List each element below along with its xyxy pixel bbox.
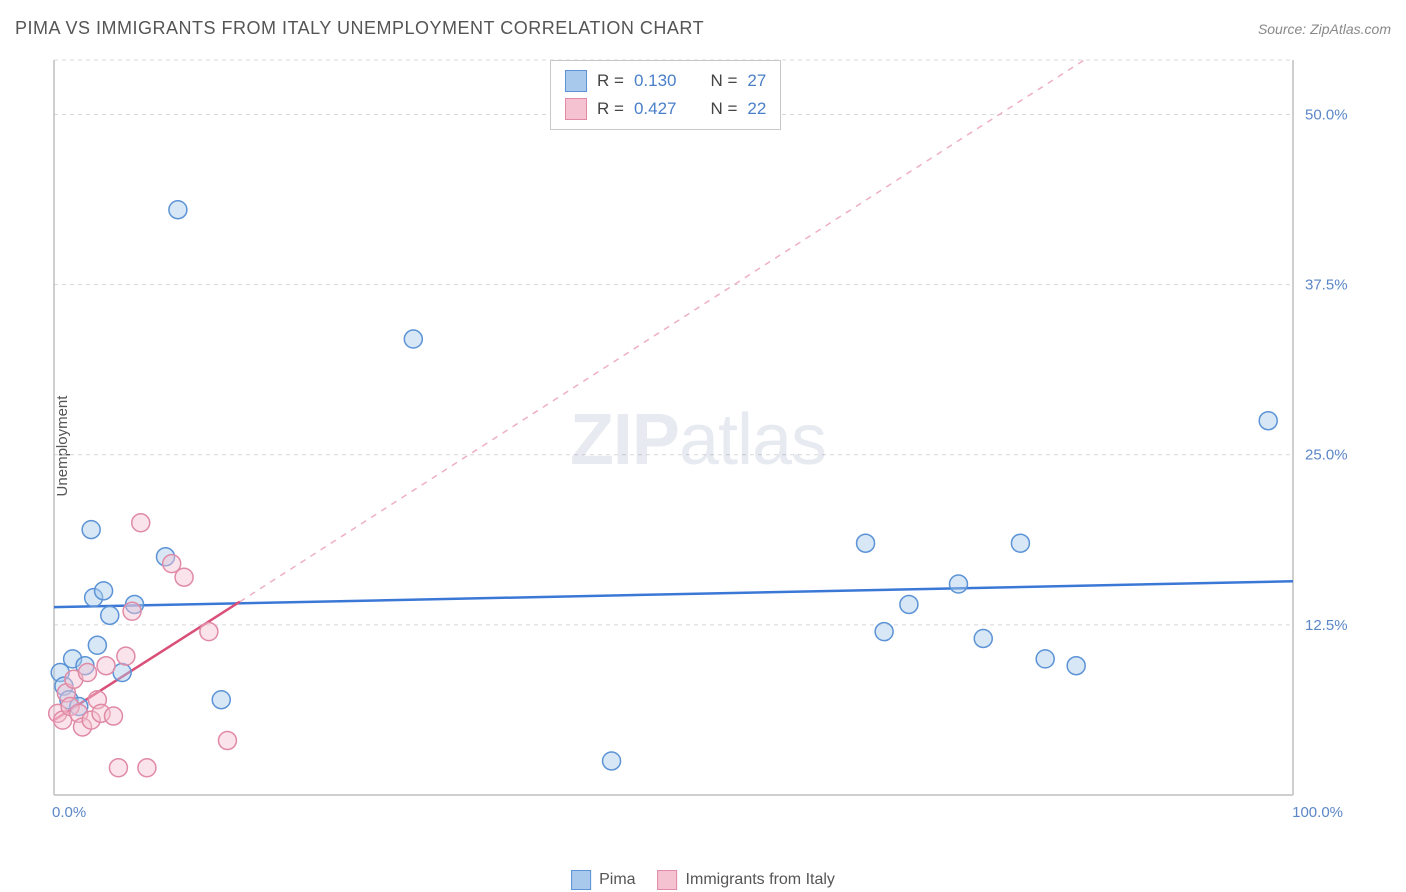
y-tick-label: 12.5% xyxy=(1305,617,1348,634)
scatter-point xyxy=(857,534,875,552)
correlation-legend-box: R = 0.130 N = 27 R = 0.427 N = 22 xyxy=(550,60,781,130)
legend-n-label: N = xyxy=(710,71,737,91)
scatter-point xyxy=(1036,650,1054,668)
legend-r-value: 0.427 xyxy=(634,99,677,119)
scatter-point xyxy=(218,732,236,750)
scatter-point xyxy=(169,201,187,219)
bottom-legend-label: Pima xyxy=(599,871,635,889)
scatter-point xyxy=(603,752,621,770)
x-tick-label: 0.0% xyxy=(52,804,86,821)
scatter-point xyxy=(212,691,230,709)
y-tick-label: 37.5% xyxy=(1305,277,1348,294)
y-tick-label: 25.0% xyxy=(1305,447,1348,464)
legend-row: R = 0.427 N = 22 xyxy=(565,95,766,123)
legend-swatch-icon xyxy=(565,98,587,120)
legend-n-value: 22 xyxy=(747,99,766,119)
scatter-point xyxy=(132,514,150,532)
scatter-point xyxy=(104,707,122,725)
scatter-point xyxy=(97,657,115,675)
scatter-point xyxy=(404,330,422,348)
chart-title: PIMA VS IMMIGRANTS FROM ITALY UNEMPLOYME… xyxy=(15,18,704,39)
legend-r-label: R = xyxy=(597,71,624,91)
legend-n-label: N = xyxy=(710,99,737,119)
legend-n-value: 27 xyxy=(747,71,766,91)
legend-r-value: 0.130 xyxy=(634,71,677,91)
scatter-point xyxy=(875,623,893,641)
scatter-point xyxy=(1067,657,1085,675)
trend-line-dash xyxy=(240,60,1084,602)
legend-swatch-icon xyxy=(571,870,591,890)
series-legend: Pima Immigrants from Italy xyxy=(571,870,835,890)
bottom-legend-item: Pima xyxy=(571,870,635,890)
scatter-point xyxy=(949,575,967,593)
scatter-point xyxy=(95,582,113,600)
scatter-point xyxy=(900,595,918,613)
legend-r-label: R = xyxy=(597,99,624,119)
legend-row: R = 0.130 N = 27 xyxy=(565,67,766,95)
bottom-legend-item: Immigrants from Italy xyxy=(658,870,835,890)
scatter-point xyxy=(117,647,135,665)
scatter-point xyxy=(101,606,119,624)
legend-swatch-icon xyxy=(658,870,678,890)
scatter-point xyxy=(109,759,127,777)
scatter-point xyxy=(123,602,141,620)
x-tick-label: 100.0% xyxy=(1292,804,1343,821)
scatter-point xyxy=(82,521,100,539)
scatter-point xyxy=(88,636,106,654)
chart-header: PIMA VS IMMIGRANTS FROM ITALY UNEMPLOYME… xyxy=(15,18,1391,39)
trend-line xyxy=(54,581,1293,607)
chart-plot-area: 12.5%25.0%37.5%50.0%0.0%100.0% ZIPatlas xyxy=(48,55,1348,825)
scatter-point xyxy=(1259,412,1277,430)
y-tick-label: 50.0% xyxy=(1305,106,1348,123)
scatter-point xyxy=(175,568,193,586)
legend-swatch-icon xyxy=(565,70,587,92)
scatter-point xyxy=(138,759,156,777)
scatter-plot-svg: 12.5% 25.0% 37.5% 50.0% 0.0% 100.0% xyxy=(48,55,1348,825)
scatter-point xyxy=(78,664,96,682)
bottom-legend-label: Immigrants from Italy xyxy=(686,871,835,889)
scatter-point xyxy=(974,629,992,647)
source-attribution: Source: ZipAtlas.com xyxy=(1258,21,1391,37)
scatter-point xyxy=(1011,534,1029,552)
scatter-point xyxy=(113,664,131,682)
scatter-point xyxy=(200,623,218,641)
